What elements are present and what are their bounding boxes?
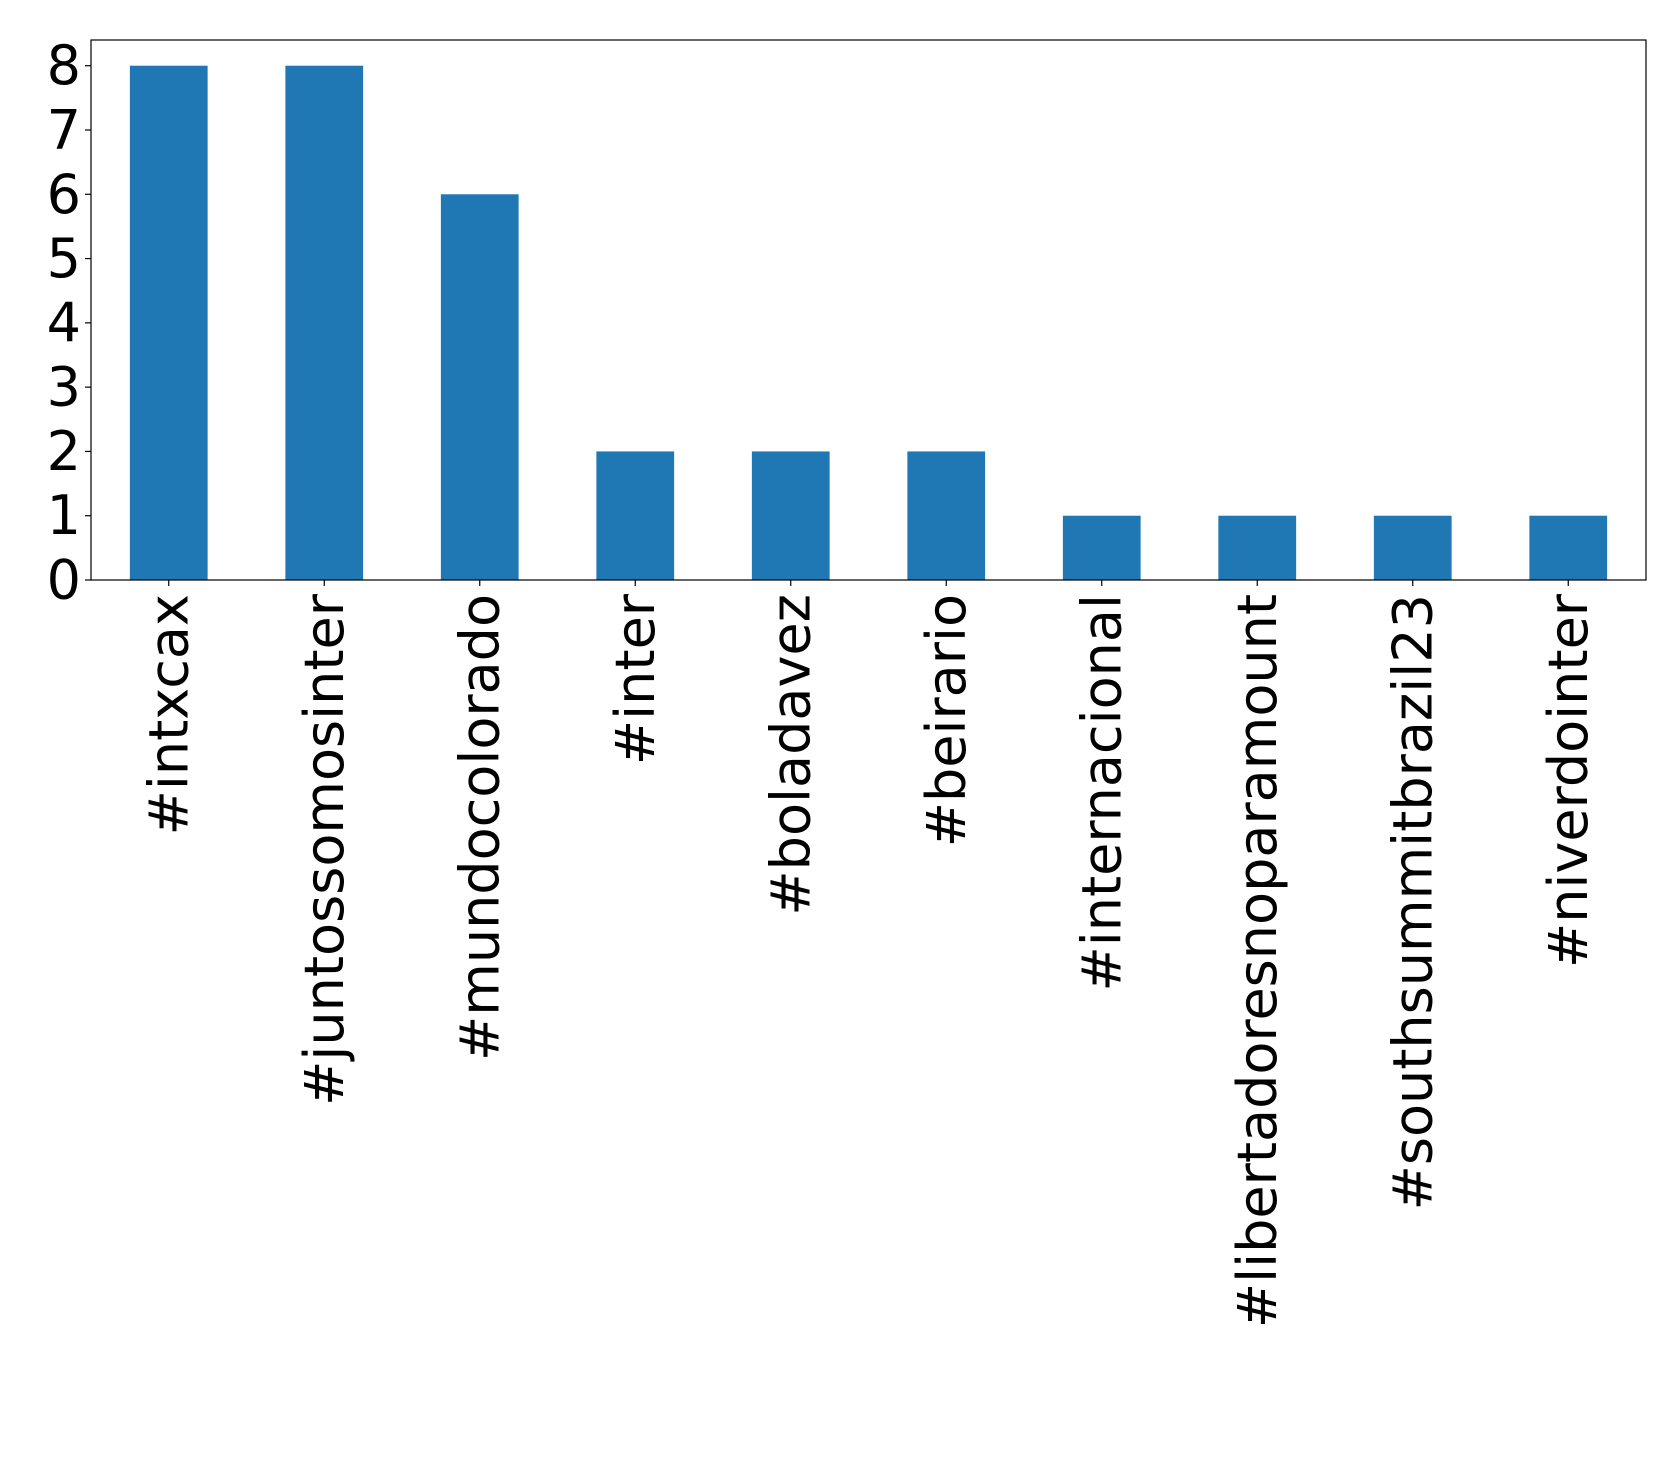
bar [751,451,830,580]
x-tick-label: #beirario [915,594,978,847]
bar [907,451,986,580]
bar [129,65,208,580]
bar [596,451,675,580]
x-tick-label: #mundocolorado [448,594,511,1061]
x-tick-label: #southsummitbrazil23 [1381,594,1444,1210]
y-tick-label: 5 [47,227,81,290]
bar [1373,515,1452,580]
y-tick-label: 7 [47,99,81,162]
x-tick-label: #juntossomosinter [293,593,356,1106]
x-tick-label: #boladavez [759,594,822,916]
plot-frame [90,39,1647,581]
y-tick-label: 1 [47,484,81,547]
y-tick-label: 4 [47,291,81,354]
y-tick-label: 8 [47,34,81,97]
x-tick-label: #inter [604,593,667,765]
y-tick-label: 6 [47,163,81,226]
bar [1218,515,1297,580]
x-tick-label: #niverdointer [1537,593,1600,968]
bar [285,65,364,580]
bar [1529,515,1608,580]
x-tick-label: #libertadoresnoparamount [1226,594,1289,1328]
bar [1062,515,1141,580]
bar [440,194,519,581]
y-tick-label: 3 [47,356,81,419]
y-tick-label: 2 [47,420,81,483]
x-tick-label: #intxcax [137,594,200,835]
x-tick-label: #internacional [1070,594,1133,992]
y-tick-label: 0 [47,549,81,612]
